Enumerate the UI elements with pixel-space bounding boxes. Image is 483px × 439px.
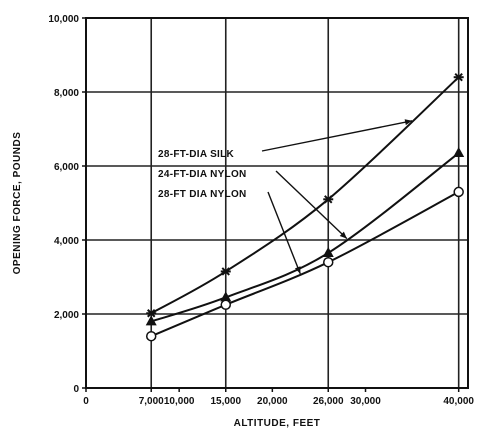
marker-layer (145, 72, 465, 342)
x-tick-label: 15,000 (210, 396, 241, 407)
grid-layer (86, 18, 468, 388)
circle-marker (453, 186, 464, 198)
series-label-silk: 28-FT-DIA SILK (158, 149, 235, 160)
leader-line (261, 120, 413, 152)
y-tick-label: 2,000 (54, 310, 79, 321)
leader-arrowhead (339, 231, 347, 239)
plot-frame (85, 17, 469, 389)
circle-marker (220, 299, 232, 310)
x-axis-title: ALTITUDE, FEET (234, 418, 321, 429)
x-tick-label: 20,000 (257, 396, 288, 407)
y-tick-label: 4,000 (54, 236, 79, 247)
label-layer: 28-FT-DIA SILK 24-FT-DIA NYLON 28-FT DIA… (158, 149, 247, 200)
x-tick-label: 10,000 (164, 396, 195, 407)
leader-arrowhead (404, 119, 413, 126)
star-marker (147, 309, 156, 318)
triangle-marker (220, 291, 232, 302)
triangle-marker (145, 315, 157, 326)
star-marker (221, 267, 230, 276)
series-line (150, 152, 460, 323)
circle-marker (145, 330, 157, 342)
y-axis-title: OPENING FORCE, POUNDS (12, 132, 23, 275)
triangle-marker (322, 246, 334, 257)
x-tick-label: 26,000 (313, 396, 344, 407)
y-tick-label: 8,000 (54, 88, 79, 99)
series-line (150, 76, 460, 315)
leader-arrowhead (294, 266, 301, 274)
x-tick-label: 7,000 (139, 396, 164, 407)
star-marker (454, 72, 463, 82)
series-label-28ft-nylon: 28-FT DIA NYLON (158, 189, 247, 200)
x-tick-label: 0 (83, 396, 89, 407)
curve-layer (150, 76, 460, 338)
leader-line (267, 191, 301, 275)
y-tick-label: 0 (73, 384, 79, 395)
x-tick-label: 30,000 (350, 396, 381, 407)
leader-line (275, 170, 348, 240)
series-label-24ft-nylon: 24-FT-DIA NYLON (158, 169, 247, 180)
x-tick-label: 40,000 (443, 396, 474, 407)
circle-marker (322, 256, 334, 268)
y-tick-label: 10,000 (48, 14, 79, 25)
y-tick-label: 6,000 (54, 162, 79, 173)
leader-layer (261, 119, 413, 275)
triangle-marker (453, 147, 465, 158)
star-marker (324, 195, 333, 204)
series-line (150, 191, 460, 338)
